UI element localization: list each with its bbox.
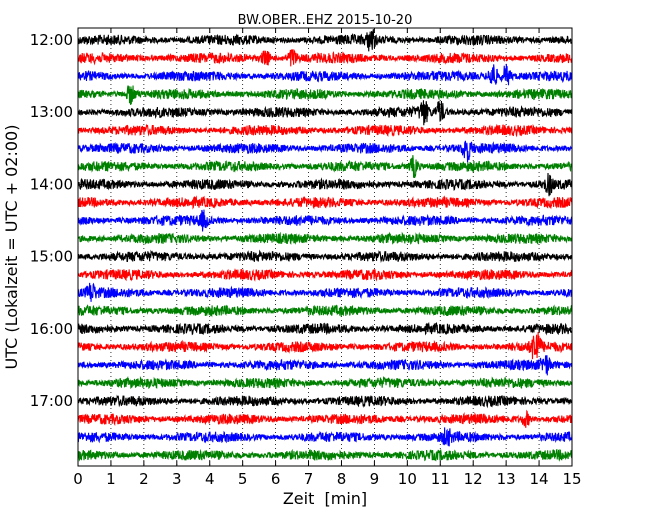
y-tick-label: 14:00 — [30, 175, 73, 193]
x-tick-label: 5 — [238, 470, 248, 488]
x-tick-label: 15 — [562, 470, 581, 488]
trace-1645 — [77, 375, 573, 390]
trace-1415 — [77, 195, 573, 210]
x-tick-label: 8 — [337, 470, 347, 488]
trace-1630 — [77, 355, 573, 376]
trace-1500 — [77, 249, 573, 263]
trace-1715 — [77, 409, 573, 428]
trace-1515 — [77, 268, 573, 282]
trace-1745 — [77, 448, 573, 462]
trace-1315 — [77, 123, 573, 138]
trace-1400 — [77, 172, 573, 197]
trace-1445 — [77, 231, 573, 245]
traces — [77, 29, 573, 462]
x-tick-label: 11 — [431, 470, 450, 488]
trace-1300 — [77, 100, 573, 126]
x-tick-label: 9 — [370, 470, 380, 488]
x-tick-label: 10 — [398, 470, 417, 488]
y-tick-label: 12:00 — [30, 31, 73, 49]
x-tick-label: 13 — [497, 470, 516, 488]
trace-1600 — [77, 321, 573, 336]
trace-1230 — [77, 63, 573, 86]
y-axis: 12:00 13:00 14:00 15:00 16:00 17:00 — [30, 31, 572, 410]
x-tick-label: 0 — [73, 470, 83, 488]
x-tick-label: 3 — [172, 470, 182, 488]
trace-1200 — [77, 29, 573, 52]
trace-1430 — [77, 209, 573, 232]
trace-1345 — [77, 155, 573, 178]
trace-1545 — [77, 304, 573, 318]
x-tick-label: 14 — [530, 470, 549, 488]
y-tick-label: 16:00 — [30, 320, 73, 338]
y-tick-label: 15:00 — [30, 248, 73, 266]
trace-1700 — [77, 394, 573, 409]
chart-title: BW.OBER..EHZ 2015-10-20 — [238, 13, 413, 28]
trace-1530 — [77, 282, 573, 302]
y-axis-label: UTC (Lokalzeit = UTC + 02:00) — [2, 125, 21, 370]
trace-1215 — [77, 48, 573, 67]
trace-1730 — [77, 427, 573, 447]
y-tick-label: 13:00 — [30, 103, 73, 121]
x-tick-label: 2 — [139, 470, 149, 488]
x-tick-label: 12 — [464, 470, 483, 488]
x-axis-label: Zeit [min] — [283, 489, 367, 508]
x-axis: 0 1 2 3 4 5 6 7 8 9 10 11 12 13 14 15 — [73, 28, 582, 488]
trace-1330 — [77, 140, 573, 163]
x-tick-label: 1 — [106, 470, 116, 488]
plot-frame — [77, 27, 573, 467]
trace-1615 — [77, 331, 573, 360]
y-tick-label: 17:00 — [30, 392, 73, 410]
x-tick-label: 7 — [304, 470, 314, 488]
trace-1245 — [77, 85, 573, 105]
x-tick-label: 6 — [271, 470, 281, 488]
x-tick-label: 4 — [205, 470, 215, 488]
